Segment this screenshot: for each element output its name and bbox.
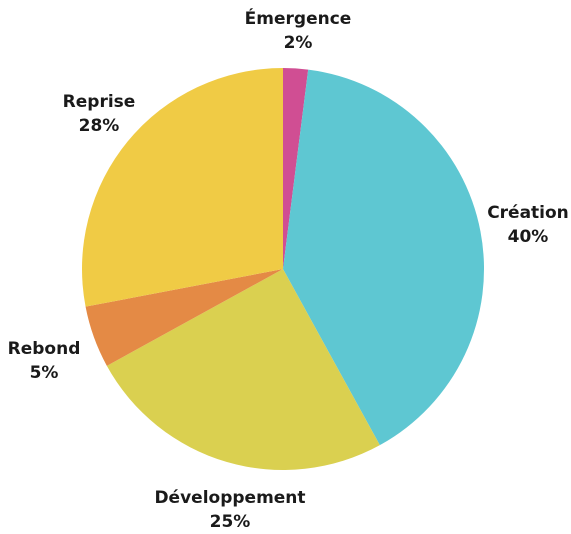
pie-slice-developpement — [106, 269, 380, 471]
slice-label: Émergence — [245, 7, 352, 29]
pie-slice-rebond — [85, 269, 283, 366]
slice-value-label: 40% — [508, 227, 549, 247]
slice-labels: Émergence 2% Création 40% Développement 25% Re… — [8, 7, 569, 532]
slice-value-label: 28% — [79, 116, 120, 136]
slice-value-label: 2% — [284, 33, 313, 53]
slice-label: Développement — [154, 488, 305, 508]
pie-slice-emergence — [283, 68, 309, 269]
slice-label: Création — [487, 203, 569, 223]
slice-label: Reprise — [63, 92, 136, 112]
slice-value-label: 25% — [210, 512, 251, 532]
pie-slice-reprise — [82, 68, 283, 307]
pie-slice-creation — [283, 69, 485, 446]
pie-slices — [82, 68, 485, 471]
slice-value-label: 5% — [30, 363, 59, 383]
slice-label: Rebond — [8, 339, 81, 359]
